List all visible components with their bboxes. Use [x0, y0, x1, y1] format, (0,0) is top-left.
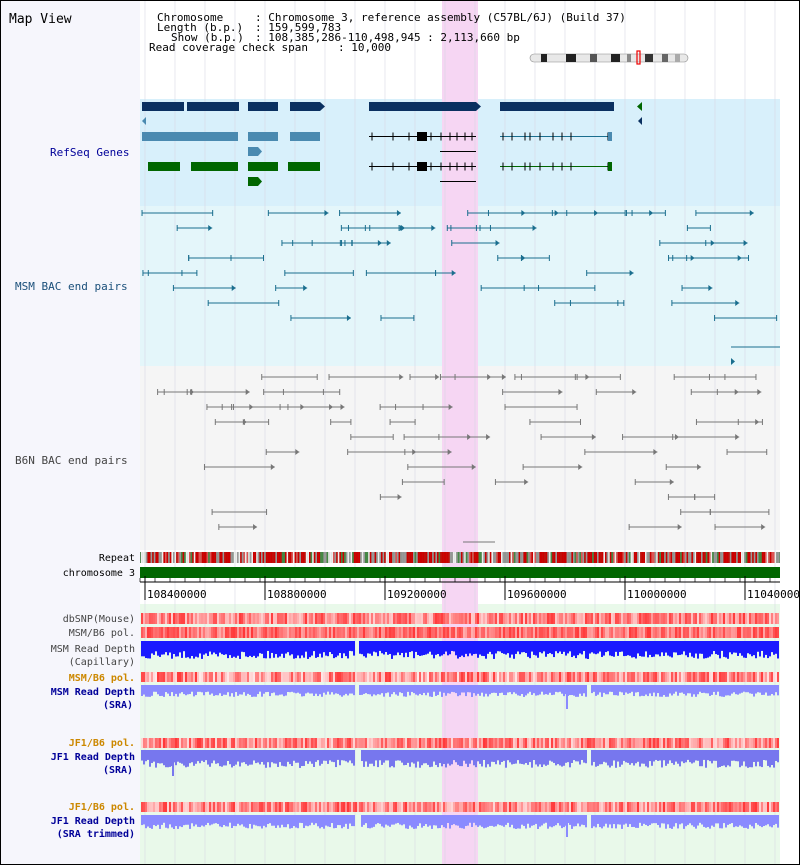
track-label-jf1-depth-trim-sub: (SRA trimmed)	[57, 828, 135, 840]
track-label-refseq[interactable]: RefSeq Genes	[50, 146, 129, 159]
track-label-msm-depth-sra-sub: (SRA)	[103, 700, 133, 711]
track-label-jf1-depth-trim: JF1 Read Depth	[51, 816, 135, 827]
ideogram-position-marker	[636, 50, 641, 65]
ruler-tick-label: 109200000	[387, 588, 447, 601]
ruler-tick-label: 110400000	[747, 588, 800, 601]
track-label-chromosome: chromosome 3	[63, 568, 135, 579]
info-length-value: : 159,599,783	[255, 21, 341, 34]
polymorphism-heat-tracks[interactable]	[141, 613, 779, 812]
ruler-tick-label: 108400000	[147, 588, 207, 601]
track-label-jf1-depth-sra-sub: (SRA)	[103, 765, 133, 776]
track-label-msm-bac[interactable]: MSM BAC end pairs	[15, 280, 128, 293]
info-show-label: Show (b.p.)	[171, 31, 244, 44]
info-coverage-value: : 10,000	[338, 41, 391, 54]
refseq-genes-track[interactable]	[142, 102, 642, 186]
label-column	[1, 1, 140, 864]
track-label-msm-depth-capillary: MSM Read Depth	[51, 644, 135, 655]
info-length-label: Length (b.p.)	[157, 21, 243, 34]
ruler-tick-label: 110000000	[627, 588, 687, 601]
info-chromosome-value: : Chromosome 3, reference assembly (C57B…	[255, 11, 626, 24]
vertical-gridlines	[144, 1, 776, 864]
track-label-msm-depth-capillary-sub: (Capillary)	[69, 657, 135, 668]
chromosome-bar[interactable]	[140, 567, 780, 578]
repeat-track[interactable]	[140, 552, 780, 563]
track-label-b6n-bac[interactable]: B6N BAC end pairs	[15, 454, 128, 467]
track-label-jf1-b6-pol: JF1/B6 pol.	[69, 738, 135, 749]
track-label-msm-b6-pol-sra: MSM/B6 pol.	[69, 673, 135, 684]
track-label-msm-b6-pol: MSM/B6 pol.	[69, 628, 135, 639]
info-show-value: : 108,385,286-110,498,945 : 2,113,660 bp	[255, 31, 520, 44]
info-chromosome-label: Chromosome	[157, 11, 223, 24]
read-depth-tracks[interactable]	[141, 641, 779, 837]
track-label-msm-depth-sra: MSM Read Depth	[51, 687, 135, 698]
page-title: Map View	[9, 12, 72, 27]
selection-highlight[interactable]	[442, 1, 478, 864]
chromosome-ideogram[interactable]	[529, 50, 689, 65]
position-ruler: 108400000 108800000 109200000 109600000 1100…	[139, 576, 800, 601]
track-label-jf1-depth-sra: JF1 Read Depth	[51, 752, 135, 763]
track-label-repeat: Repeat	[99, 553, 135, 564]
ruler-tick-label: 108800000	[267, 588, 327, 601]
track-label-jf1-b6-pol-trim: JF1/B6 pol.	[69, 802, 135, 813]
msm-bac-end-pairs-track[interactable]	[141, 210, 780, 365]
info-coverage-label: Read coverage check span	[149, 41, 308, 54]
b6n-bac-end-pairs-track[interactable]	[157, 374, 770, 543]
ruler-tick-label: 109600000	[507, 588, 567, 601]
track-label-dbsnp: dbSNP(Mouse)	[63, 614, 135, 625]
